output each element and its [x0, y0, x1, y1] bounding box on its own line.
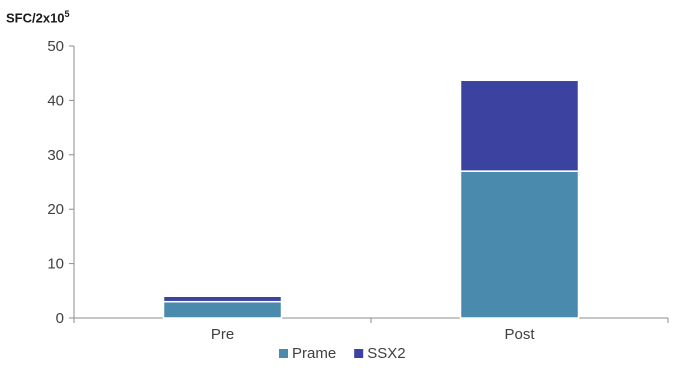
x-tick-label: Pre	[211, 326, 234, 343]
legend-swatch-prame	[279, 349, 288, 358]
y-axis-title: SFC/2x105	[6, 9, 70, 25]
y-tick-label: 0	[56, 310, 64, 327]
y-tick-label: 20	[47, 201, 64, 218]
y-tick-label: 40	[47, 92, 64, 109]
bar-segment-ssx2-post	[459, 79, 580, 172]
y-tick-label: 50	[47, 38, 64, 55]
y-tick-label: 30	[47, 147, 64, 164]
y-axis-title-text: SFC/2x10	[6, 10, 65, 26]
x-tick-label: Post	[504, 326, 535, 343]
bar-segment-prame-pre	[162, 300, 283, 319]
legend-label-prame: Prame	[292, 345, 336, 362]
y-tick-label: 10	[47, 256, 64, 273]
bar-segment-ssx2-pre	[162, 295, 283, 303]
y-axis-title-superscript: 5	[64, 9, 70, 19]
legend-swatch-ssx2	[354, 349, 364, 358]
legend-label-ssx2: SSX2	[367, 345, 405, 362]
bar-segment-prame-post	[459, 170, 580, 319]
